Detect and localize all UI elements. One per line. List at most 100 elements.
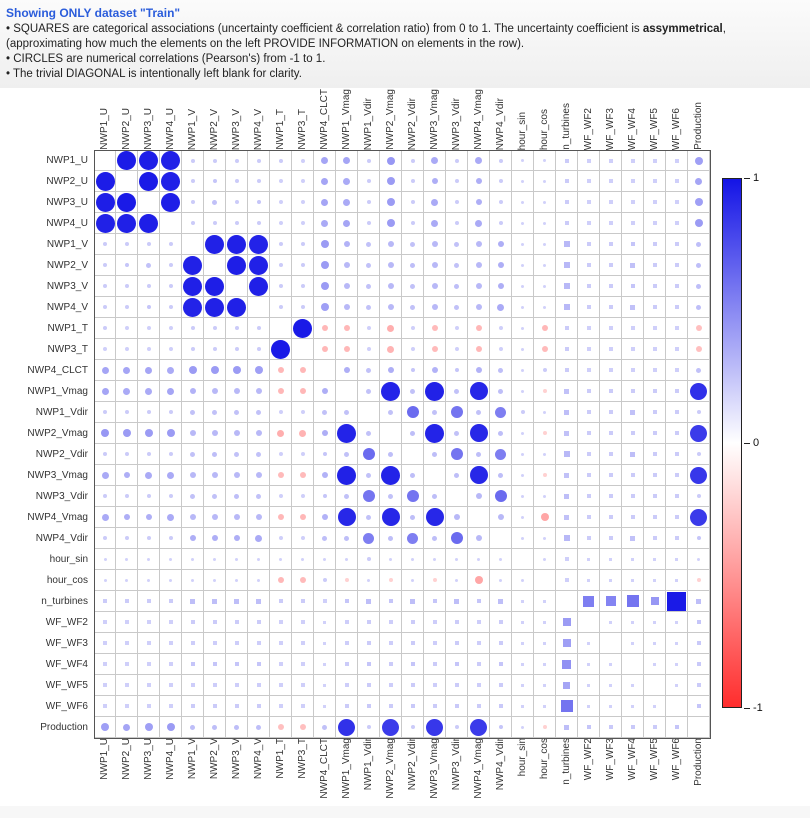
matrix-cell: [336, 633, 358, 654]
matrix-cell: [402, 318, 424, 339]
circle-marker: [455, 578, 458, 582]
matrix-cell: [336, 591, 358, 612]
matrix-cell: [138, 234, 160, 255]
square-marker: [454, 598, 459, 604]
matrix-cell: [94, 486, 116, 507]
circle-marker: [235, 578, 238, 582]
matrix-cell: [270, 570, 292, 591]
matrix-cell: [424, 633, 446, 654]
matrix-cell: [534, 150, 556, 171]
matrix-cell: [644, 213, 666, 234]
matrix-cell: [182, 318, 204, 339]
circle-marker: [542, 725, 547, 729]
circle-marker: [124, 410, 129, 414]
matrix-cell: [666, 255, 688, 276]
matrix-cell: [270, 339, 292, 360]
circle-marker: [386, 177, 395, 185]
square-marker: [432, 599, 437, 603]
col-label-bottom-text: NWP3_T: [297, 738, 308, 779]
row-label: NWP2_U: [46, 176, 88, 187]
matrix-cell: [578, 402, 600, 423]
matrix-cell: [226, 276, 248, 297]
matrix-cell: [248, 297, 270, 318]
circle-marker: [249, 234, 268, 254]
matrix-cell: [314, 570, 336, 591]
matrix-cell: [534, 570, 556, 591]
matrix-cell: [578, 150, 600, 171]
circle-marker: [147, 557, 150, 561]
matrix-cell: [534, 717, 556, 738]
circle-marker: [233, 535, 240, 541]
matrix-cell: [226, 717, 248, 738]
matrix-cell: [468, 381, 490, 402]
matrix-cell: [468, 570, 490, 591]
matrix-cell: [688, 339, 710, 360]
matrix-cell: [182, 465, 204, 486]
matrix-cell: [314, 696, 336, 717]
square-marker: [696, 641, 701, 645]
square-marker: [278, 683, 283, 687]
square-marker: [675, 641, 678, 645]
col-label-bottom: NWP1_V: [182, 738, 204, 800]
circle-marker: [695, 346, 702, 352]
circle-marker: [277, 577, 284, 583]
circle-marker: [183, 297, 202, 317]
square-marker: [674, 389, 679, 393]
matrix-cell: [402, 276, 424, 297]
matrix-cell: [468, 297, 490, 318]
matrix-cell: [622, 675, 644, 696]
square-marker: [256, 704, 261, 708]
col-label-text: NWP4_V: [253, 108, 264, 150]
square-marker: [608, 368, 613, 372]
matrix-cell: [248, 486, 270, 507]
matrix-cell: [314, 486, 336, 507]
col-label: NWP1_Vdir: [358, 90, 380, 150]
circle-marker: [191, 578, 194, 582]
square-marker: [630, 242, 635, 246]
matrix-cell: [248, 696, 270, 717]
matrix-cell: [402, 486, 424, 507]
circle-marker: [321, 388, 328, 394]
matrix-cell: [490, 381, 512, 402]
circle-marker: [498, 179, 503, 183]
matrix-cell: [226, 633, 248, 654]
matrix-cell: [358, 150, 380, 171]
square-marker: [630, 347, 635, 351]
square-marker: [234, 598, 239, 604]
col-label-bottom-text: WF_WF2: [583, 738, 594, 781]
square-marker: [586, 389, 591, 393]
circle-marker: [520, 410, 525, 414]
matrix-cell: [226, 549, 248, 570]
col-label-text: WF_WF2: [583, 107, 594, 150]
circle-marker: [190, 179, 195, 183]
matrix-cell: [402, 255, 424, 276]
matrix-cell: [204, 507, 226, 528]
col-label-bottom: WF_WF4: [622, 738, 644, 800]
matrix-cell: [688, 381, 710, 402]
matrix-cell: [622, 423, 644, 444]
matrix-cell: [424, 717, 446, 738]
matrix-cell: [292, 507, 314, 528]
matrix-cell: [446, 276, 468, 297]
circle-marker: [257, 578, 260, 582]
matrix-cell: [270, 696, 292, 717]
circle-marker: [338, 718, 355, 736]
matrix-cell: [116, 213, 138, 234]
square-marker: [521, 662, 524, 666]
matrix-cell: [666, 633, 688, 654]
circle-marker: [189, 430, 196, 436]
matrix-cell: [688, 150, 710, 171]
matrix-cell: [292, 696, 314, 717]
circle-marker: [410, 430, 415, 436]
circle-marker: [278, 284, 283, 288]
matrix-cell: [160, 633, 182, 654]
square-marker: [674, 494, 679, 498]
square-marker: [300, 620, 305, 624]
square-marker: [168, 641, 173, 645]
matrix-cell: [490, 423, 512, 444]
circle-marker: [431, 157, 438, 164]
square-marker: [653, 620, 656, 624]
col-label: hour_cos: [534, 90, 556, 150]
circle-marker: [322, 452, 327, 456]
matrix-cell: [534, 360, 556, 381]
